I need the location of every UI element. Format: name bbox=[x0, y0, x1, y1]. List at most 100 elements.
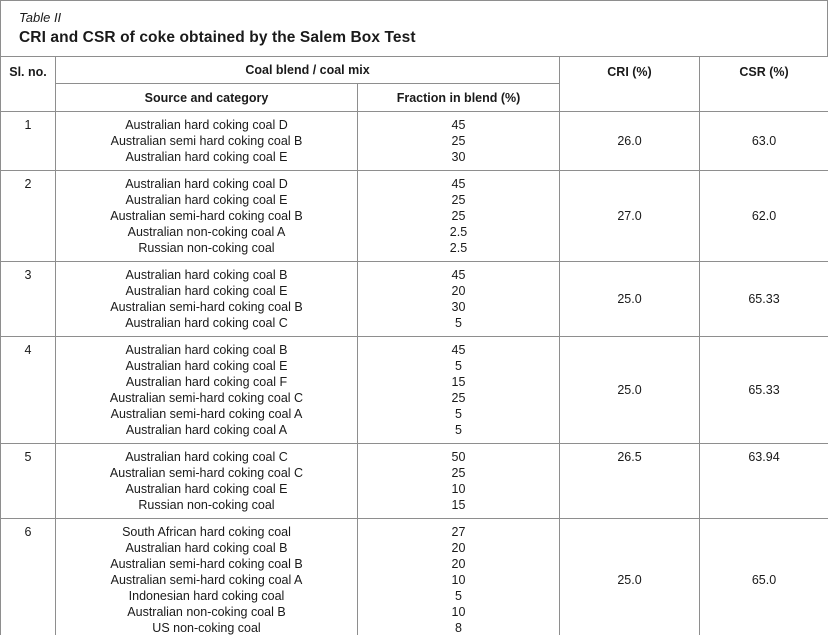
source-line: Australian hard coking coal B bbox=[125, 541, 288, 555]
source-line: Australian hard coking coal E bbox=[125, 482, 288, 496]
fraction-cell: 45 20 30 5 bbox=[357, 261, 560, 337]
fraction-line: 30 bbox=[451, 150, 466, 164]
fraction-line: 25 bbox=[451, 466, 466, 480]
fraction-line: 10 bbox=[451, 573, 466, 587]
table-row: 5 Australian hard coking coal C Australian… bbox=[0, 443, 828, 519]
csr-cell: 65.33 bbox=[699, 261, 828, 337]
header-sl-no: Sl. no. bbox=[0, 56, 56, 112]
table-label: Table II bbox=[19, 10, 62, 25]
fraction-cell: 50 25 10 15 bbox=[357, 443, 560, 519]
source-line: Australian semi hard coking coal B bbox=[110, 134, 303, 148]
source-line: Australian hard coking coal E bbox=[125, 359, 288, 373]
table-row: 2 Australian hard coking coal D Australian… bbox=[0, 170, 828, 262]
source-line: Australian hard coking coal B bbox=[125, 268, 288, 282]
sl-no-cell: 2 bbox=[0, 170, 56, 262]
source-line: US non-coking coal bbox=[152, 621, 261, 635]
source-line: Indonesian hard coking coal bbox=[128, 589, 285, 603]
csr-cell: 65.0 bbox=[699, 518, 828, 635]
fraction-line: 45 bbox=[451, 118, 466, 132]
source-cell: Australian hard coking coal D Australian … bbox=[55, 170, 358, 262]
source-line: Australian non-coking coal A bbox=[127, 225, 286, 239]
source-cell: Australian hard coking coal C Australian … bbox=[55, 443, 358, 519]
csr-cell: 62.0 bbox=[699, 170, 828, 262]
sl-no-cell: 1 bbox=[0, 111, 56, 171]
fraction-line: 30 bbox=[451, 300, 466, 314]
source-cell: South African hard coking coal Australian… bbox=[55, 518, 358, 635]
csr-cell: 63.94 bbox=[699, 443, 828, 519]
source-line: Australian hard coking coal B bbox=[125, 343, 288, 357]
header-row-2: Source and category Fraction in blend (%… bbox=[1, 83, 828, 112]
header-cri: CRI (%) bbox=[559, 56, 700, 112]
fraction-cell: 45 5 15 25 5 5 bbox=[357, 336, 560, 444]
source-line: Australian hard coking coal A bbox=[125, 423, 288, 437]
source-line: Australian hard coking coal E bbox=[125, 193, 288, 207]
sl-no-cell: 4 bbox=[0, 336, 56, 444]
fraction-line: 15 bbox=[451, 375, 466, 389]
table-row: 3 Australian hard coking coal B Australian… bbox=[0, 261, 828, 337]
fraction-line: 25 bbox=[451, 391, 466, 405]
header-coal-blend: Coal blend / coal mix bbox=[55, 56, 560, 84]
source-line: Australian hard coking coal C bbox=[125, 450, 288, 464]
fraction-line: 50 bbox=[451, 450, 466, 464]
sl-no-cell: 3 bbox=[0, 261, 56, 337]
cri-cell: 25.0 bbox=[559, 518, 700, 635]
table-row: 4 Australian hard coking coal B Australian… bbox=[0, 336, 828, 444]
fraction-line: 10 bbox=[451, 605, 466, 619]
title-block: Table II CRI and CSR of coke obtained by… bbox=[0, 0, 828, 56]
fraction-cell: 45 25 30 bbox=[357, 111, 560, 171]
cri-cell: 26.5 bbox=[559, 443, 700, 519]
cri-cell: 25.0 bbox=[559, 261, 700, 337]
cri-cell: 26.0 bbox=[559, 111, 700, 171]
csr-cell: 65.33 bbox=[699, 336, 828, 444]
source-line: Australian hard coking coal E bbox=[125, 150, 288, 164]
fraction-line: 25 bbox=[451, 193, 466, 207]
fraction-line: 5 bbox=[455, 316, 462, 330]
source-line: Australian semi-hard coking coal B bbox=[110, 300, 303, 314]
source-line: Australian semi-hard coking coal A bbox=[110, 573, 303, 587]
source-line: Australian hard coking coal F bbox=[125, 375, 288, 389]
table-caption: CRI and CSR of coke obtained by the Sale… bbox=[19, 29, 416, 46]
fraction-line: 5 bbox=[455, 423, 462, 437]
data-table: Sl. no. Coal blend / coal mix CRI (%) CS… bbox=[0, 56, 828, 635]
fraction-line: 25 bbox=[451, 209, 466, 223]
fraction-line: 20 bbox=[451, 284, 466, 298]
sl-no-cell: 6 bbox=[0, 518, 56, 635]
source-line: Australian non-coking coal B bbox=[127, 605, 286, 619]
fraction-line: 45 bbox=[451, 343, 466, 357]
fraction-line: 20 bbox=[451, 541, 466, 555]
source-line: Australian hard coking coal E bbox=[125, 284, 288, 298]
fraction-line: 45 bbox=[451, 268, 466, 282]
fraction-line: 20 bbox=[451, 557, 466, 571]
fraction-cell: 45 25 25 2.5 2.5 bbox=[357, 170, 560, 262]
csr-cell: 63.0 bbox=[699, 111, 828, 171]
fraction-cell: 27 20 20 10 5 10 8 bbox=[357, 518, 560, 635]
fraction-line: 5 bbox=[455, 359, 462, 373]
source-line: South African hard coking coal bbox=[122, 525, 291, 539]
source-cell: Australian hard coking coal B Australian … bbox=[55, 261, 358, 337]
source-line: Australian semi-hard coking coal C bbox=[109, 391, 304, 405]
source-line: Australian semi-hard coking coal A bbox=[110, 407, 303, 421]
source-line: Australian hard coking coal D bbox=[125, 118, 288, 132]
source-line: Australian semi-hard coking coal B bbox=[110, 209, 303, 223]
fraction-line: 45 bbox=[451, 177, 466, 191]
fraction-line: 5 bbox=[455, 407, 462, 421]
header-row-1: Sl. no. Coal blend / coal mix CRI (%) CS… bbox=[0, 56, 828, 112]
source-line: Russian non-coking coal bbox=[138, 498, 275, 512]
fraction-line: 2.5 bbox=[449, 241, 468, 255]
fraction-line: 8 bbox=[455, 621, 462, 635]
cri-cell: 27.0 bbox=[559, 170, 700, 262]
fraction-line: 15 bbox=[451, 498, 466, 512]
table-row: 6 South African hard coking coal Australia… bbox=[0, 518, 828, 635]
table-row: 1 Australian hard coking coal D Australian… bbox=[0, 111, 828, 171]
source-line: Australian semi-hard coking coal B bbox=[110, 557, 303, 571]
source-cell: Australian hard coking coal D Australian … bbox=[55, 111, 358, 171]
source-line: Russian non-coking coal bbox=[138, 241, 275, 255]
fraction-line: 27 bbox=[451, 525, 466, 539]
fraction-line: 5 bbox=[455, 589, 462, 603]
source-line: Australian hard coking coal C bbox=[125, 316, 288, 330]
source-cell: Australian hard coking coal B Australian … bbox=[55, 336, 358, 444]
sl-no-cell: 5 bbox=[0, 443, 56, 519]
fraction-line: 2.5 bbox=[449, 225, 468, 239]
source-line: Australian hard coking coal D bbox=[125, 177, 288, 191]
